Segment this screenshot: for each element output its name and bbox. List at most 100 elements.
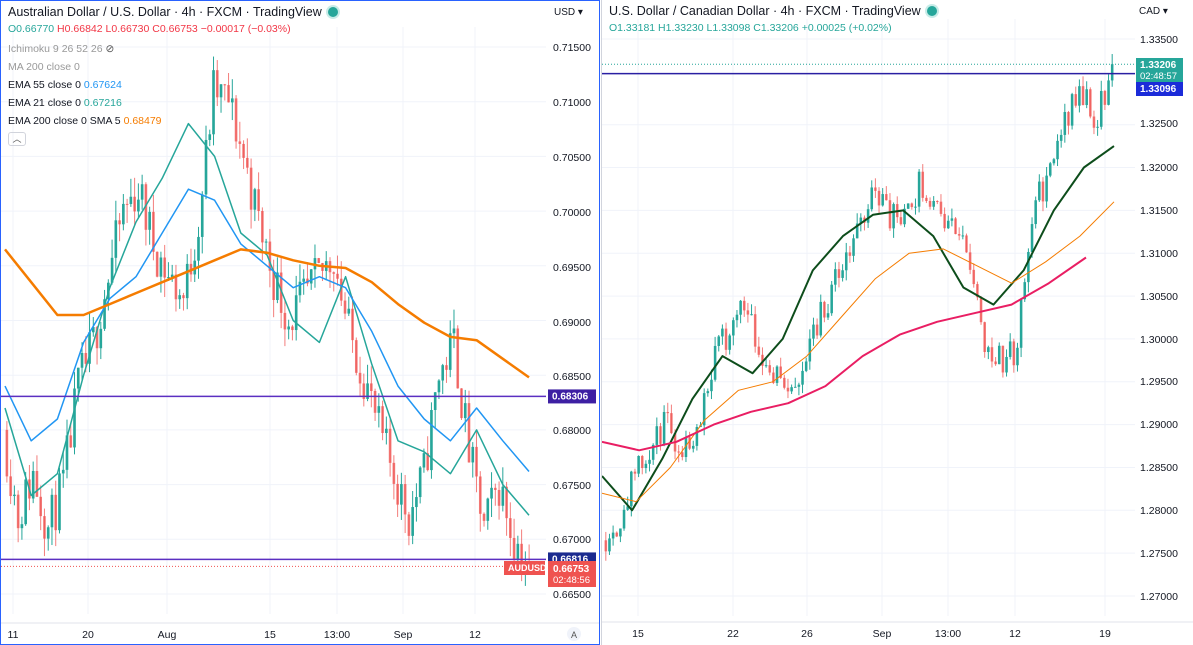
candle-body <box>343 300 347 314</box>
indicator-line-ema-21 <box>4 122 530 516</box>
candle-body <box>688 437 691 449</box>
candle-body <box>133 196 136 212</box>
price-tick-label: 1.32000 <box>1140 162 1178 174</box>
candle-body <box>1034 200 1037 225</box>
candle-body <box>456 328 460 389</box>
candle-body <box>797 384 801 387</box>
price-tick-label: 1.28000 <box>1140 505 1178 517</box>
candle-body <box>630 471 633 507</box>
auto-scale-button: A <box>571 630 577 640</box>
candle-body <box>430 409 433 471</box>
time-tick-label: 12 <box>469 629 481 641</box>
candle-body <box>482 513 486 521</box>
usdcad-chart[interactable]: CAD ▾ 1.33500 1.32500 1.32000 1.31500 1.31000… <box>602 0 1193 645</box>
candle-body <box>753 314 757 347</box>
candle-body <box>1048 163 1052 176</box>
candle-body <box>783 377 786 388</box>
candle-body <box>238 141 242 144</box>
candle-body <box>54 494 58 531</box>
candle-body <box>622 509 626 529</box>
candle-body <box>103 299 106 329</box>
candle-body <box>786 387 790 392</box>
candle-body <box>950 218 954 221</box>
indicator-row[interactable]: EMA 55 close 0 0.67624 <box>8 76 338 94</box>
symbol-title[interactable]: Australian Dollar / U.S. Dollar · 4h · F… <box>8 5 322 19</box>
candle-body <box>870 187 874 210</box>
candle-body <box>841 270 844 278</box>
usdcad-chart-panel[interactable]: CAD ▾ 1.33500 1.32500 1.32000 1.31500 1.31000… <box>601 0 1193 645</box>
candle-body <box>58 473 61 531</box>
time-tick-label: 15 <box>632 628 644 640</box>
candle-body <box>287 326 290 330</box>
candle-body <box>339 278 343 301</box>
candle-body <box>750 314 753 316</box>
candle-body <box>957 234 961 236</box>
candle-body <box>834 269 837 285</box>
candle-body <box>1052 159 1056 164</box>
candle-body <box>1078 86 1081 106</box>
candle-body <box>452 328 456 334</box>
symbol-title[interactable]: U.S. Dollar / Canadian Dollar · 4h · FXC… <box>609 4 921 18</box>
indicator-row[interactable]: MA 200 close 0 <box>8 58 338 76</box>
indicator-row[interactable]: EMA 21 close 0 0.67216 <box>8 94 338 112</box>
indicator-row[interactable]: Ichimoku 9 26 52 26 ⊘ <box>8 40 338 58</box>
candle-body <box>460 388 463 419</box>
price-tag-line1: 1.33096 <box>1140 84 1177 95</box>
price-tick-label: 0.68000 <box>553 425 591 437</box>
candle-body <box>717 336 721 346</box>
collapse-legend-button[interactable]: ︿ <box>8 132 26 146</box>
candle-body <box>467 403 471 463</box>
candle-body <box>377 406 381 413</box>
candle-body <box>1041 181 1045 202</box>
candle-body <box>362 383 366 399</box>
candle-body <box>746 310 750 315</box>
candle-body <box>892 204 895 229</box>
candle-body <box>604 540 608 552</box>
candle-body <box>670 413 673 434</box>
candle-body <box>493 487 497 490</box>
candle-body <box>385 428 388 434</box>
market-open-icon <box>327 7 338 17</box>
candle-body <box>122 203 125 225</box>
time-tick-label: 15 <box>264 629 276 641</box>
candle-body <box>1027 251 1030 283</box>
candle-body <box>99 328 103 349</box>
countdown-tag: 02:48:57 <box>1140 71 1177 82</box>
candle-body <box>677 451 680 453</box>
last-price-tag: 0.66753 <box>553 564 590 575</box>
hidden-eye-icon[interactable]: ⊘ <box>105 43 115 55</box>
candle-body <box>445 365 448 370</box>
candle-body <box>1070 94 1074 126</box>
candle-body <box>31 470 35 499</box>
audusd-legend: Australian Dollar / U.S. Dollar · 4h · F… <box>8 5 338 146</box>
indicator-value: 0.68479 <box>123 115 162 127</box>
candle-body <box>681 452 684 458</box>
audusd-chart-panel[interactable]: USD ▾ 0.71500 0.71000 0.70500 0.70000 0.69500… <box>0 0 600 645</box>
candle-body <box>497 489 501 506</box>
candle-body <box>43 516 46 539</box>
candle-body <box>512 537 516 560</box>
audusd-chart[interactable]: USD ▾ 0.71500 0.71000 0.70500 0.70000 0.69500… <box>1 1 599 644</box>
candle-body <box>61 469 65 474</box>
candle-body <box>242 143 245 158</box>
candle-body <box>823 301 826 318</box>
indicator-row[interactable]: EMA 200 close 0 SMA 5 0.68479 <box>8 112 338 130</box>
candle-body <box>212 70 215 135</box>
candle-body <box>1103 90 1107 105</box>
price-tick-label: 1.27000 <box>1140 591 1178 603</box>
candle-body <box>691 445 695 449</box>
candle-body <box>39 496 43 517</box>
candle-body <box>309 269 313 284</box>
price-tag-line1-bg <box>548 389 596 404</box>
candle-body <box>76 367 80 389</box>
candle-body <box>501 486 505 506</box>
price-tick-label: 1.30500 <box>1140 291 1178 303</box>
candle-body <box>965 235 968 253</box>
candle-body <box>159 257 163 277</box>
candle-body <box>197 236 200 261</box>
last-price-tag-bg <box>548 561 596 587</box>
currency-label: USD ▾ <box>554 7 583 18</box>
candle-body <box>358 372 362 384</box>
price-tick-label: 1.31500 <box>1140 205 1178 217</box>
candle-body <box>441 365 445 381</box>
